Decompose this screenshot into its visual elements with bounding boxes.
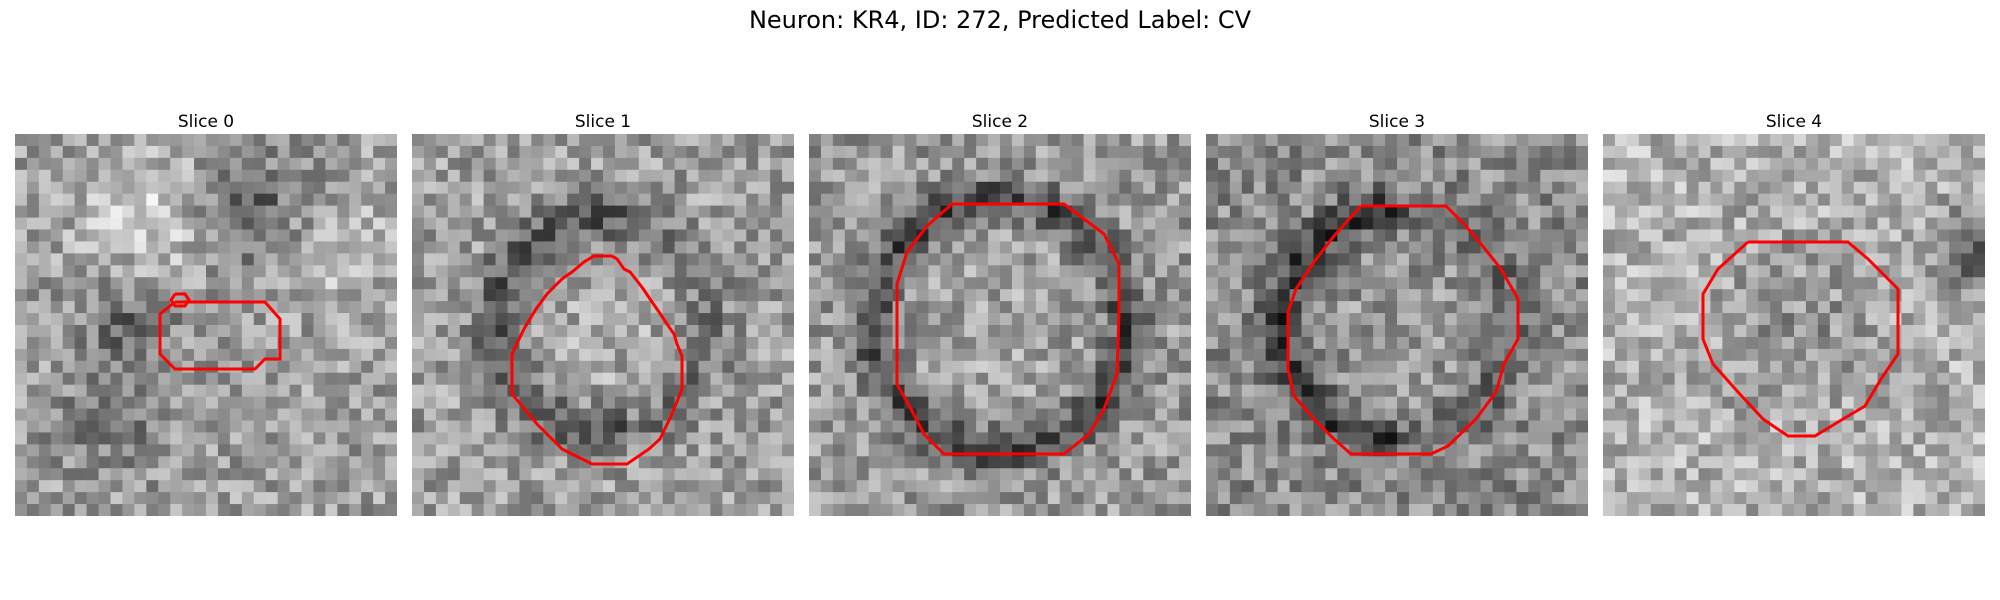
slice-title: Slice 3 (1368, 112, 1426, 132)
contour-outline (895, 202, 1121, 456)
slice-image (809, 134, 1191, 516)
contour-outline (1701, 240, 1900, 438)
slice-panel-0: Slice 0 (15, 110, 397, 516)
slice-panel-3: Slice 3 (1206, 110, 1588, 516)
slice-image (15, 134, 397, 516)
contour-outline (158, 300, 282, 371)
slice-panel-2: Slice 2 (809, 110, 1191, 516)
slice-title: Slice 1 (574, 112, 632, 132)
contour-outline (1286, 204, 1520, 456)
slice-title: Slice 0 (177, 112, 235, 132)
contour-outline (510, 254, 684, 466)
slice-image (1603, 134, 1985, 516)
slice-title: Slice 4 (1765, 112, 1823, 132)
slice-title: Slice 2 (971, 112, 1029, 132)
figure-title: Neuron: KR4, ID: 272, Predicted Label: C… (748, 6, 1252, 34)
slice-panel-4: Slice 4 (1603, 110, 1985, 516)
slice-image (1206, 134, 1588, 516)
slice-panel-1: Slice 1 (412, 110, 794, 516)
contour-outline (169, 292, 191, 308)
slice-image (412, 134, 794, 516)
